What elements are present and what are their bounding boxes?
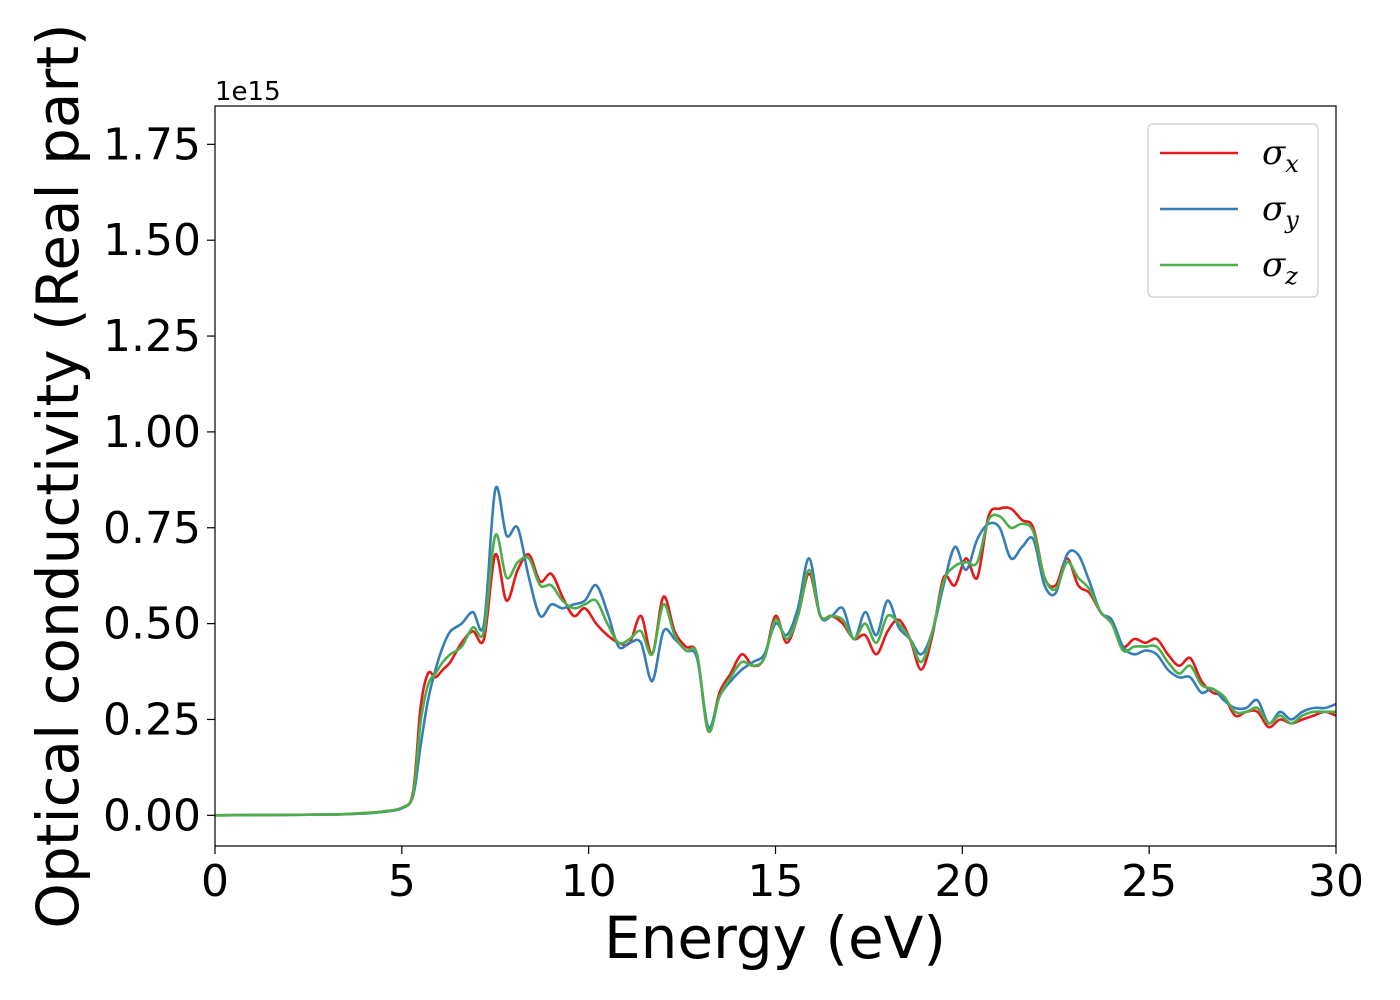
legend-label-z: σz xyxy=(1262,245,1298,290)
y-tick-label: 1.75 xyxy=(103,119,201,170)
y-tick-label: 1.50 xyxy=(103,215,201,266)
x-axis: 0 5 10 15 20 25 30 xyxy=(201,846,1364,907)
legend-label-x: σx xyxy=(1262,133,1299,178)
x-tick-label: 0 xyxy=(201,856,229,907)
y-tick-label: 0.50 xyxy=(103,599,201,650)
y-axis-label: Optical conductivity (Real part) xyxy=(24,23,92,928)
y-tick-label: 0.25 xyxy=(103,694,201,745)
x-tick-label: 30 xyxy=(1308,856,1364,907)
x-axis-label: Energy (eV) xyxy=(604,904,946,972)
y-tick-label: 0.00 xyxy=(103,790,201,841)
y-offset-label: 1e15 xyxy=(215,77,281,107)
y-tick-label: 1.25 xyxy=(103,311,201,362)
legend: σx σy σz xyxy=(1147,123,1319,298)
legend-frame xyxy=(1147,123,1319,298)
x-tick-label: 25 xyxy=(1121,856,1177,907)
series-layer xyxy=(214,485,1337,817)
x-tick-label: 15 xyxy=(748,856,804,907)
x-tick-label: 10 xyxy=(561,856,617,907)
x-tick-label: 20 xyxy=(934,856,990,907)
series-line-z xyxy=(214,513,1336,817)
legend-label-y: σy xyxy=(1262,189,1299,234)
y-axis: 0.00 0.25 0.50 0.75 1.00 1.25 1.50 1.75 xyxy=(103,119,215,841)
y-tick-label: 1.00 xyxy=(103,407,201,458)
y-tick-label: 0.75 xyxy=(103,503,201,554)
x-tick-label: 5 xyxy=(388,856,416,907)
